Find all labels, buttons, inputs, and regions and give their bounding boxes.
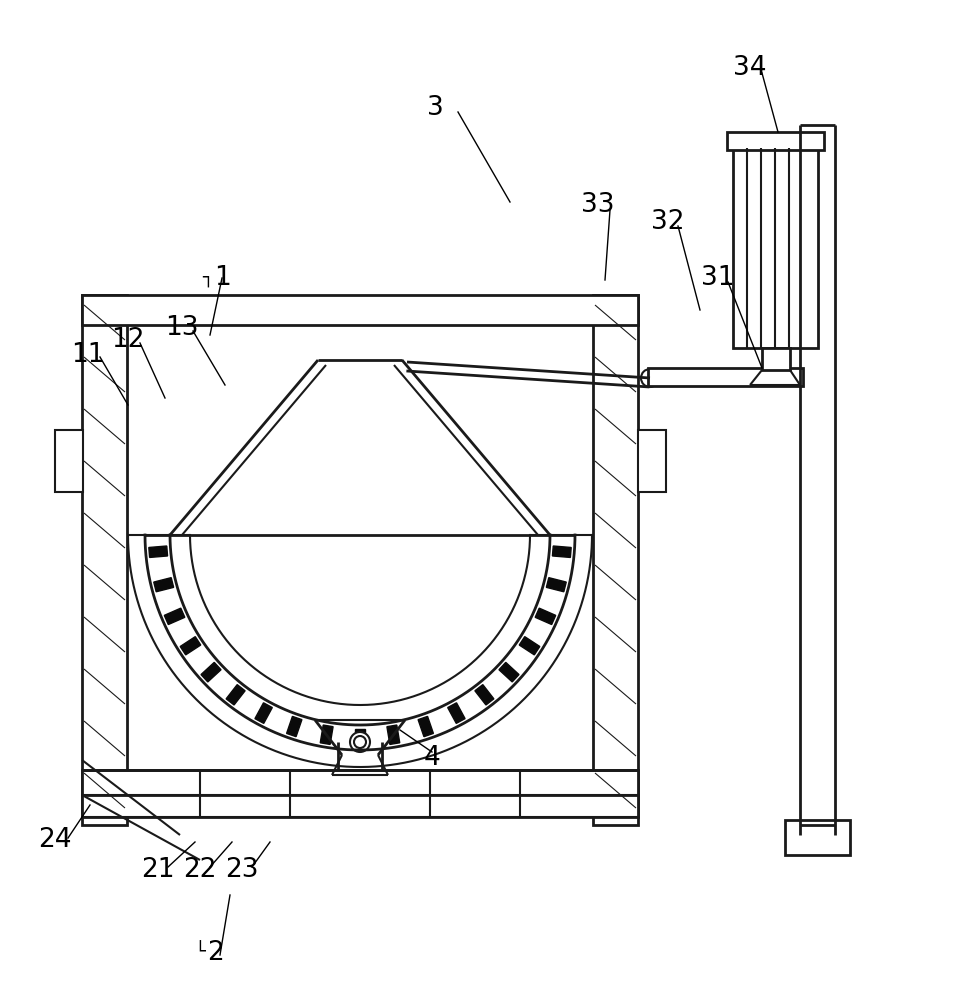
- Polygon shape: [448, 703, 466, 723]
- Bar: [762, 348, 790, 370]
- Circle shape: [354, 736, 366, 748]
- Polygon shape: [180, 637, 201, 655]
- Text: 32: 32: [652, 209, 685, 235]
- Text: 4: 4: [423, 745, 440, 771]
- Bar: [733, 148, 818, 348]
- Bar: [82, 295, 127, 825]
- Polygon shape: [226, 685, 245, 705]
- Polygon shape: [255, 703, 272, 723]
- Polygon shape: [154, 578, 173, 592]
- Bar: [648, 368, 803, 386]
- Polygon shape: [201, 662, 221, 682]
- Polygon shape: [149, 546, 168, 557]
- Text: 2: 2: [207, 940, 223, 966]
- Polygon shape: [286, 716, 302, 737]
- Polygon shape: [165, 608, 185, 625]
- Text: 3: 3: [426, 95, 443, 121]
- Text: 24: 24: [38, 827, 72, 853]
- Text: └: └: [195, 944, 206, 962]
- Bar: [727, 132, 824, 150]
- Polygon shape: [355, 728, 365, 746]
- Bar: [82, 770, 638, 795]
- Polygon shape: [553, 546, 571, 557]
- Polygon shape: [519, 637, 540, 655]
- Polygon shape: [387, 725, 400, 744]
- Circle shape: [350, 732, 370, 752]
- Circle shape: [641, 369, 659, 387]
- Bar: [82, 295, 638, 325]
- Polygon shape: [320, 725, 333, 744]
- Bar: [638, 430, 666, 492]
- Text: 31: 31: [702, 265, 735, 291]
- Text: ┐: ┐: [203, 269, 214, 287]
- Text: 21: 21: [141, 857, 174, 883]
- Text: 12: 12: [112, 327, 145, 353]
- Bar: [55, 430, 83, 492]
- Polygon shape: [499, 662, 519, 682]
- Polygon shape: [535, 608, 556, 625]
- Text: 22: 22: [183, 857, 217, 883]
- Text: 11: 11: [72, 342, 105, 368]
- Text: 13: 13: [166, 315, 199, 341]
- Text: 34: 34: [733, 55, 766, 81]
- Polygon shape: [475, 685, 494, 705]
- Bar: [82, 795, 638, 817]
- Bar: [785, 820, 850, 855]
- Polygon shape: [547, 578, 566, 592]
- Text: 23: 23: [225, 857, 259, 883]
- Text: 1: 1: [214, 265, 230, 291]
- Bar: [593, 295, 638, 825]
- Text: 33: 33: [581, 192, 614, 218]
- Polygon shape: [418, 716, 433, 737]
